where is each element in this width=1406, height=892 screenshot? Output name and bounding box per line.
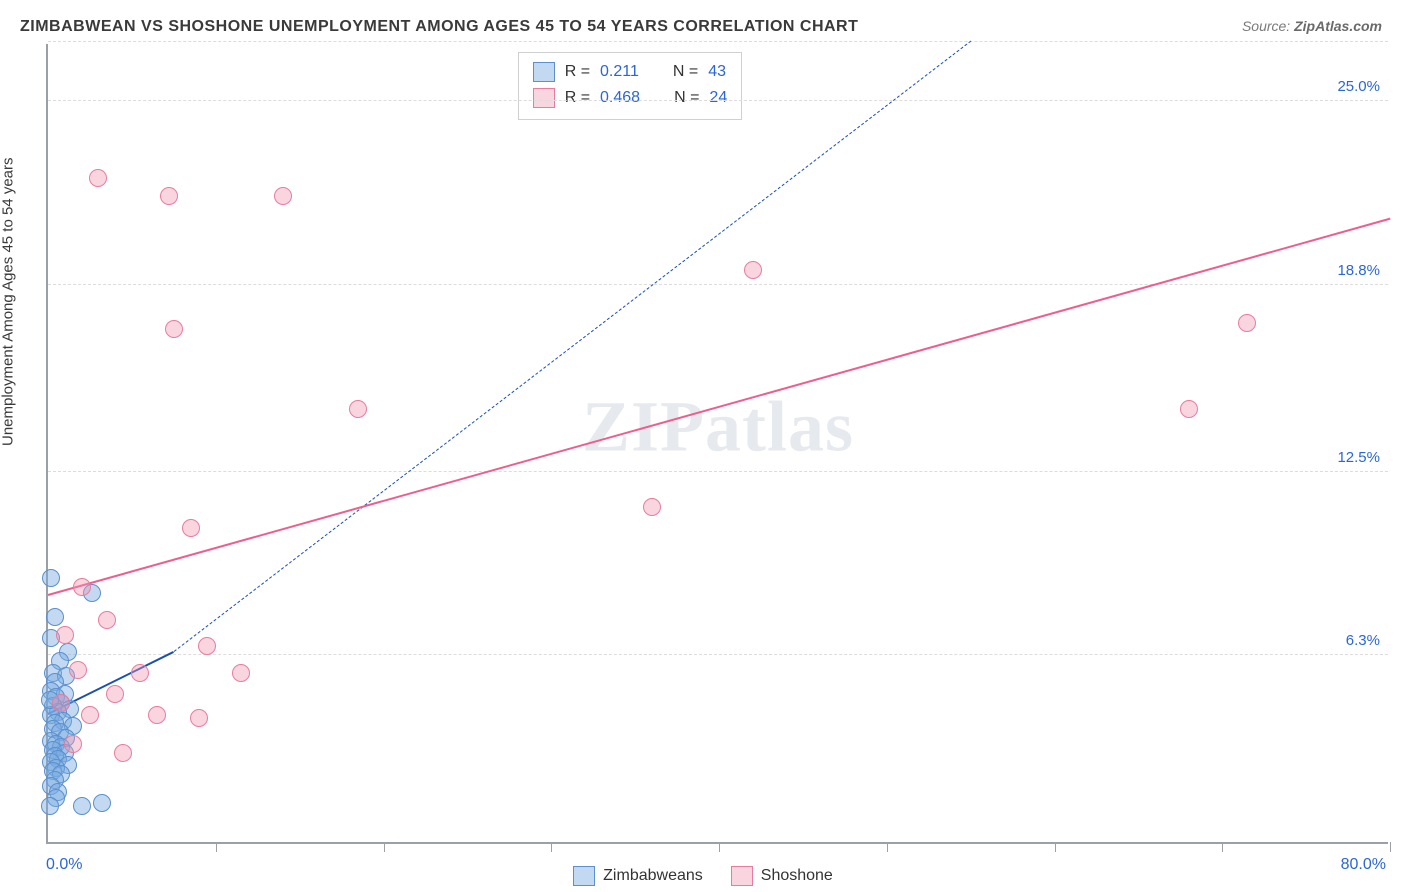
data-point [274,187,292,205]
gridline [48,471,1388,472]
data-point [349,400,367,418]
chart-title: ZIMBABWEAN VS SHOSHONE UNEMPLOYMENT AMON… [20,18,858,36]
data-point [56,626,74,644]
data-point [98,611,116,629]
gridline [48,284,1388,285]
x-tick [1222,842,1223,852]
data-point [114,744,132,762]
data-point [1238,314,1256,332]
legend-item: Zimbabweans [573,866,703,886]
legend-swatch [573,866,595,886]
legend-label: Shoshone [761,867,833,885]
data-point [190,709,208,727]
n-label: N = [673,59,698,85]
data-point [46,608,64,626]
n-label: N = [674,85,699,111]
data-point [41,797,59,815]
watermark: ZIPatlas [582,386,854,469]
legend-item: Shoshone [731,866,833,886]
legend-row: R = 0.468 N = 24 [533,85,728,111]
data-point [160,187,178,205]
x-tick [1055,842,1056,852]
data-point [69,661,87,679]
legend-swatch [533,88,555,108]
data-point [131,664,149,682]
x-tick [719,842,720,852]
gridline [48,41,1388,42]
source-prefix: Source: [1242,18,1294,34]
data-point [89,169,107,187]
r-label: R = [565,59,590,85]
r-label: R = [565,85,590,111]
y-tick-label: 25.0% [1337,78,1380,95]
data-point [42,569,60,587]
y-tick-label: 12.5% [1337,449,1380,466]
x-tick [384,842,385,852]
x-tick [1390,842,1391,852]
data-point [1180,400,1198,418]
r-value: 0.468 [600,85,640,111]
n-value: 43 [708,59,726,85]
y-axis-label: Unemployment Among Ages 45 to 54 years [0,157,17,446]
data-point [148,706,166,724]
data-point [106,685,124,703]
y-tick-label: 18.8% [1337,262,1380,279]
data-point [81,706,99,724]
series-legend: Zimbabweans Shoshone [0,866,1406,886]
data-point [165,320,183,338]
y-tick-label: 6.3% [1346,632,1380,649]
data-point [93,794,111,812]
data-point [744,261,762,279]
data-point [643,498,661,516]
correlation-legend: R = 0.211 N = 43 R = 0.468 N = 24 [518,52,743,120]
source-attribution: Source: ZipAtlas.com [1242,18,1382,34]
data-point [73,797,91,815]
trend-line [174,41,971,652]
r-value: 0.211 [600,59,639,85]
data-point [64,735,82,753]
legend-label: Zimbabweans [603,867,703,885]
legend-swatch [731,866,753,886]
data-point [182,519,200,537]
data-point [232,664,250,682]
n-value: 24 [709,85,727,111]
data-point [73,578,91,596]
legend-swatch [533,62,555,82]
x-tick [216,842,217,852]
gridline [48,100,1388,101]
gridline [48,654,1388,655]
scatter-plot-area: ZIPatlas R = 0.211 N = 43 R = 0.468 N = 24 6.3%… [46,44,1388,844]
x-tick [887,842,888,852]
data-point [52,694,70,712]
source-name: ZipAtlas.com [1294,18,1382,34]
data-point [198,637,216,655]
legend-row: R = 0.211 N = 43 [533,59,728,85]
x-tick [551,842,552,852]
